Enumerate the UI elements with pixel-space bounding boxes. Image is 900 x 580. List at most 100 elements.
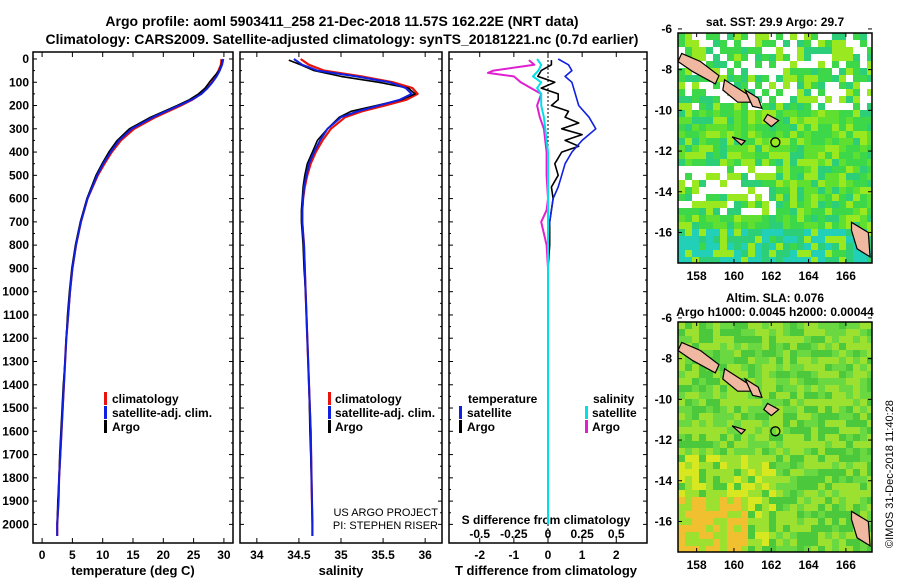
depth-tick-label: 2000 xyxy=(2,517,29,531)
sst-map xyxy=(677,32,873,264)
lat-tick-label: -16 xyxy=(655,225,673,239)
s-difference-axis-label: S difference from climatology xyxy=(462,513,631,527)
lon-tick-label: 160 xyxy=(724,269,744,283)
legend-swatch-satellite xyxy=(104,406,107,419)
lat-tick-label: -12 xyxy=(655,433,673,447)
lat-tick-label: -10 xyxy=(655,103,673,117)
sst-map-title: sat. SST: 29.9 Argo: 29.7 xyxy=(706,15,845,29)
x-tick-label: 15 xyxy=(126,548,140,562)
s-diff-argo-line xyxy=(486,59,549,525)
lon-tick-label: 166 xyxy=(836,558,856,572)
island-shape xyxy=(743,88,763,110)
temperature-climatology-line xyxy=(56,58,223,536)
lon-tick-label: 162 xyxy=(761,558,781,572)
lon-tick-label: 166 xyxy=(836,269,856,283)
lat-tick-label: -14 xyxy=(655,474,673,488)
lat-tick-label: -8 xyxy=(661,352,672,366)
island-shape xyxy=(850,510,871,548)
depth-tick-label: 300 xyxy=(9,122,29,136)
legend-label: satellite xyxy=(592,406,637,420)
island-shape xyxy=(722,78,752,103)
lat-tick-label: -16 xyxy=(655,514,673,528)
depth-tick-label: 200 xyxy=(9,99,29,113)
x-tick-label: 25 xyxy=(187,548,201,562)
depth-axis: 0 100 200 300 400 500 600 700 800 900 1000 1100 1200… xyxy=(2,52,29,531)
x-tick-label: 0 xyxy=(39,548,46,562)
legend-label: satellite-adj. clim. xyxy=(335,406,435,420)
depth-tick-label: 1600 xyxy=(2,424,29,438)
sla-map-title-2: Argo h1000: 0.0045 h2000: 0.00044 xyxy=(676,305,874,319)
x-tick-label: 0 xyxy=(545,548,552,562)
lat-tick-label: -10 xyxy=(655,392,673,406)
lat-tick-label: -12 xyxy=(655,144,673,158)
title-line-2: Climatology: CARS2009. Satellite-adjuste… xyxy=(46,31,639,47)
x-tick-label: 34 xyxy=(250,548,264,562)
lat-tick-label: -14 xyxy=(655,185,673,199)
salinity-satellite-line xyxy=(293,58,413,536)
x-tick-label: 10 xyxy=(96,548,110,562)
legend-swatch-s-satellite xyxy=(585,406,588,419)
island-shape xyxy=(731,425,747,435)
s-diff-satellite-line xyxy=(532,58,549,525)
lon-tick-label: 164 xyxy=(799,558,819,572)
legend-swatch-argo xyxy=(328,420,331,433)
difference-legend: temperature satellite Argo salinity sate… xyxy=(459,392,637,434)
depth-tick-label: 1700 xyxy=(2,448,29,462)
x-tick-label: -1 xyxy=(509,548,520,562)
legend-swatch-satellite xyxy=(328,406,331,419)
temperature-axis-label: temperature (deg C) xyxy=(71,563,195,578)
island-shape xyxy=(763,113,780,128)
s-diff-tick-label: 0.25 xyxy=(570,527,594,541)
depth-tick-label: 1900 xyxy=(2,494,29,508)
island-shape xyxy=(678,341,720,374)
t-difference-axis-label: T difference from climatology xyxy=(455,563,638,578)
sla-map-title-1: Altim. SLA: 0.076 xyxy=(726,291,824,305)
depth-tick-label: 1300 xyxy=(2,354,29,368)
depth-tick-label: 0 xyxy=(22,52,29,66)
legend-label: satellite-adj. clim. xyxy=(112,406,212,420)
depth-tick-label: 700 xyxy=(9,215,29,229)
imos-stamp: ©IMOS 31-Dec-2018 11:40:28 xyxy=(884,400,896,548)
s-diff-tick-label: -0.25 xyxy=(500,527,528,541)
lat-tick-label: -6 xyxy=(661,311,672,325)
x-tick-label: 1 xyxy=(579,548,586,562)
argo-location-marker xyxy=(770,137,781,148)
lon-tick-label: 158 xyxy=(687,558,707,572)
x-tick-label: 2 xyxy=(613,548,620,562)
profile-curves xyxy=(56,52,597,543)
depth-tick-label: 800 xyxy=(9,238,29,252)
temperature-panel-frame xyxy=(32,51,234,544)
axis-ticks xyxy=(33,52,647,543)
depth-tick-label: 1400 xyxy=(2,378,29,392)
island-shape xyxy=(763,402,780,417)
salinity-axis-label: salinity xyxy=(319,563,365,578)
depth-tick-label: 500 xyxy=(9,168,29,182)
difference-x-ticks: -2 -1 0 1 2 xyxy=(474,548,620,562)
legend-label: satellite xyxy=(467,406,512,420)
s-diff-tick-label: 0.5 xyxy=(608,527,625,541)
sla-map xyxy=(677,321,873,553)
island-shape xyxy=(678,52,720,85)
lon-tick-label: 162 xyxy=(761,269,781,283)
salinity-climatology-line xyxy=(299,58,419,536)
legend-title-temperature: temperature xyxy=(468,392,538,406)
x-tick-label: -2 xyxy=(474,548,485,562)
island-shape xyxy=(731,136,747,146)
depth-tick-label: 1200 xyxy=(2,331,29,345)
temperature-satellite-line xyxy=(56,58,225,536)
sst-map-axes: -6 -8 -10 -12 -14 -16 158 160 162 164 166 xyxy=(655,22,872,283)
lon-tick-label: 158 xyxy=(687,269,707,283)
legend-swatch-t-argo xyxy=(459,420,462,433)
x-tick-label: 5 xyxy=(69,548,76,562)
argo-location-marker xyxy=(770,426,781,437)
legend-title-salinity: salinity xyxy=(593,392,635,406)
temperature-x-ticks: 0 5 10 15 20 25 30 xyxy=(39,548,231,562)
depth-tick-label: 400 xyxy=(9,145,29,159)
legend-label: Argo xyxy=(467,420,495,434)
legend-swatch-s-argo xyxy=(585,420,588,433)
depth-tick-label: 1500 xyxy=(2,401,29,415)
x-tick-label: 36 xyxy=(418,548,432,562)
island-shape xyxy=(722,367,752,392)
legend-swatch-argo xyxy=(104,420,107,433)
